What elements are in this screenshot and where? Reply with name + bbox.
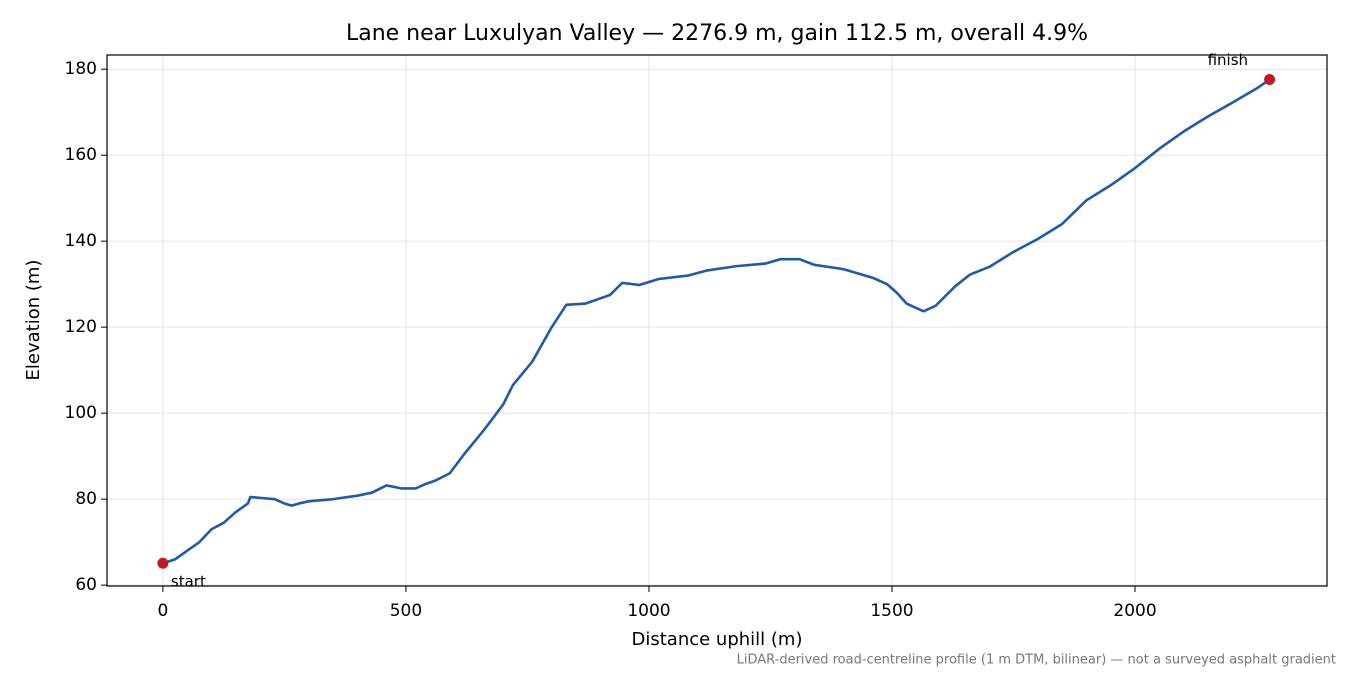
x-axis-label: Distance uphill (m)	[632, 629, 803, 650]
x-tick-label: 1000	[627, 601, 670, 621]
endpoint-marker	[157, 557, 169, 569]
endpoint-marker	[1264, 74, 1276, 86]
chart-title: Lane near Luxulyan Valley — 2276.9 m, ga…	[346, 21, 1088, 46]
plot-frame	[106, 54, 1328, 587]
footnote: LiDAR-derived road-centreline profile (1…	[737, 653, 1336, 668]
y-tick-label: 60	[75, 575, 97, 595]
y-axis-label: Elevation (m)	[23, 260, 44, 381]
y-tick-label: 140	[65, 231, 97, 251]
x-tick-label: 1500	[870, 601, 913, 621]
x-tick-label: 500	[390, 601, 422, 621]
elevation-line	[162, 78, 1271, 565]
y-tick-label: 160	[65, 145, 97, 165]
x-tick-label: 0	[157, 601, 168, 621]
y-tick-label: 120	[65, 317, 97, 337]
endpoint-label: finish	[1208, 51, 1248, 69]
y-tick-label: 100	[65, 403, 97, 423]
y-tick-label: 180	[65, 59, 97, 79]
x-tick-label: 2000	[1113, 601, 1156, 621]
y-tick-label: 80	[75, 489, 97, 509]
endpoint-label: start	[171, 573, 206, 591]
